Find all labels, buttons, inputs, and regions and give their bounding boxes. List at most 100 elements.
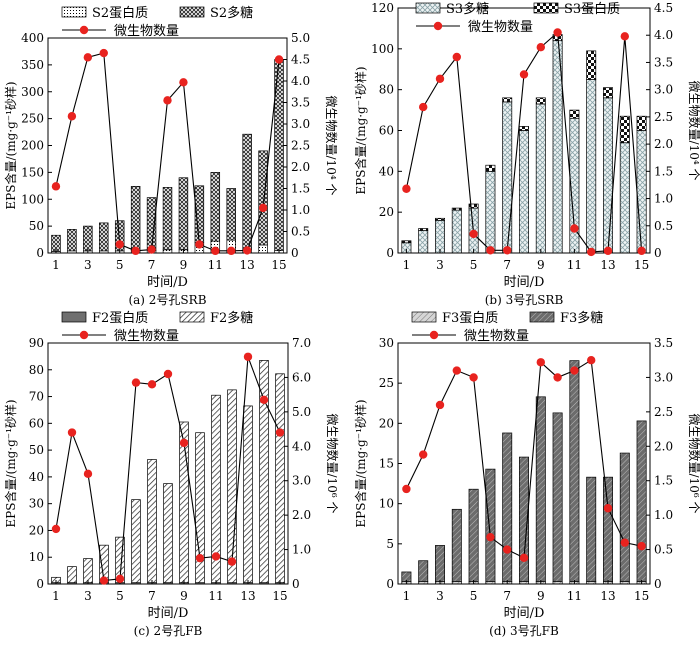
y-axis-title-a: EPS含量/(mg·g⁻¹砂样) bbox=[3, 81, 18, 209]
xtick-label-a-5: 11 bbox=[208, 258, 223, 272]
y2tick-label-d-3: 1.5 bbox=[654, 474, 673, 488]
ytick-label-b-4: 80 bbox=[379, 83, 394, 97]
ytick-label-a-4: 200 bbox=[21, 139, 44, 153]
ytick-label-c-0: 0 bbox=[36, 577, 44, 591]
point-a-9 bbox=[179, 78, 188, 87]
y2tick-label-a-1: 0.5 bbox=[291, 225, 310, 239]
bar-b-s2-6 bbox=[485, 164, 496, 172]
bar-a-s2-4 bbox=[99, 222, 109, 252]
bar-d-s2-7 bbox=[502, 432, 513, 582]
bar-b-s2-11 bbox=[569, 109, 580, 119]
legend-label-b-line: 微生物数量 bbox=[468, 20, 533, 35]
ytick-label-c-8: 80 bbox=[29, 363, 44, 377]
chart-panel-a: 0 50 100 150 200 250 300 350 400 0 0.5 1.0 1.5 2.0 2.5… bbox=[3, 5, 339, 307]
y2tick-label-a-10: 5.0 bbox=[291, 31, 310, 45]
y2-axis-title-c: 微生物数量/10⁶ 个 bbox=[325, 414, 340, 514]
ytick-label-a-7: 350 bbox=[21, 58, 44, 72]
point-b-5 bbox=[469, 229, 478, 239]
ytick-label-d-3: 15 bbox=[379, 457, 394, 471]
ytick-label-b-3: 60 bbox=[379, 124, 394, 138]
x-axis-title-c: 时间/D bbox=[148, 606, 189, 621]
bar-d-s2-4 bbox=[451, 508, 462, 582]
bar-b-s2-13 bbox=[603, 87, 613, 99]
point-d-7 bbox=[503, 545, 512, 554]
bar-a-s2-14 bbox=[258, 150, 268, 246]
point-a-1 bbox=[51, 182, 61, 191]
y2tick-label-a-0: 0 bbox=[291, 246, 299, 260]
point-b-7 bbox=[503, 246, 512, 255]
legend-label-d-line: 微生物数量 bbox=[464, 329, 529, 344]
point-d-12 bbox=[587, 356, 596, 365]
x-axis-title-b: 时间/D bbox=[504, 275, 545, 290]
point-d-4 bbox=[452, 366, 461, 375]
xtick-label-c-0: 1 bbox=[52, 589, 60, 603]
y2tick-label-d-1: 0.5 bbox=[654, 543, 673, 557]
y2tick-label-b-8: 4.0 bbox=[654, 28, 673, 42]
y2tick-label-c-7: 7.0 bbox=[292, 336, 311, 350]
bar-c-s2-3 bbox=[83, 558, 93, 584]
bar-d-s2-12 bbox=[586, 476, 597, 582]
point-d-10 bbox=[553, 373, 562, 382]
xtick-label-c-1: 3 bbox=[84, 589, 92, 603]
point-b-1 bbox=[402, 184, 411, 193]
ytick-label-a-1: 50 bbox=[29, 219, 44, 233]
y2tick-label-a-9: 4.5 bbox=[291, 53, 310, 67]
xtick-label-a-2: 5 bbox=[116, 258, 124, 272]
point-c-6 bbox=[131, 378, 141, 387]
bar-b-s2-3 bbox=[435, 217, 445, 221]
ytick-label-c-7: 70 bbox=[29, 390, 44, 404]
xtick-label-b-5: 11 bbox=[567, 258, 582, 272]
y2tick-label-a-8: 4.0 bbox=[291, 74, 310, 88]
xtick-label-b-4: 9 bbox=[537, 258, 545, 272]
legend-label-b-1: S3多糖 bbox=[446, 1, 489, 17]
point-a-5 bbox=[115, 240, 124, 249]
point-c-8 bbox=[163, 369, 173, 379]
bar-d-s2-5 bbox=[468, 488, 479, 582]
y2tick-label-a-5: 2.5 bbox=[291, 139, 310, 153]
y2tick-label-c-0: 0 bbox=[292, 577, 300, 591]
y2tick-label-c-2: 2.0 bbox=[292, 508, 311, 522]
ytick-label-a-3: 150 bbox=[21, 165, 44, 179]
ytick-label-c-5: 50 bbox=[29, 443, 44, 457]
y-axis-title-d: EPS含量/(mg·g⁻¹砂样) bbox=[353, 399, 368, 527]
y2tick-label-b-1: 0.5 bbox=[654, 219, 673, 233]
bar-d-s2-8 bbox=[519, 456, 529, 582]
point-a-7 bbox=[147, 245, 156, 254]
point-d-13 bbox=[603, 504, 613, 513]
bar-b-s2-7 bbox=[502, 97, 513, 103]
ytick-label-d-2: 10 bbox=[379, 497, 394, 511]
point-c-2 bbox=[67, 428, 77, 437]
bar-c-s2-15 bbox=[275, 373, 285, 584]
bar-b-s2-4 bbox=[451, 207, 462, 211]
y2tick-label-a-2: 1.0 bbox=[291, 203, 310, 217]
y-axis-title-b: EPS含量/(mg·g⁻¹砂样) bbox=[353, 66, 368, 194]
ytick-label-a-0: 0 bbox=[36, 246, 44, 260]
ytick-label-b-6: 120 bbox=[371, 1, 394, 15]
point-b-2 bbox=[419, 102, 428, 112]
bar-b-s2-5 bbox=[468, 203, 479, 209]
bar-a-s2-8 bbox=[162, 187, 173, 251]
point-a-14 bbox=[258, 203, 268, 213]
legend-swatch-c-2 bbox=[179, 311, 205, 323]
point-d-9 bbox=[536, 358, 545, 367]
y2tick-label-b-5: 2.5 bbox=[654, 110, 673, 124]
ytick-label-b-1: 20 bbox=[379, 205, 394, 219]
bar-c-s2-10 bbox=[195, 432, 205, 584]
bar-a-s2-3 bbox=[83, 225, 93, 252]
xtick-label-a-0: 1 bbox=[52, 258, 60, 272]
xtick-label-d-2: 5 bbox=[470, 589, 478, 603]
chart-panel-c: 0 10 20 30 40 50 60 70 80 90 0 1.0 2.0 3.0 4.0 5.0 6.0 7.… bbox=[3, 310, 340, 638]
xtick-label-a-6: 13 bbox=[240, 258, 255, 272]
y2tick-label-a-7: 3.5 bbox=[291, 96, 310, 110]
point-c-11 bbox=[211, 552, 221, 561]
y2tick-label-c-5: 5.0 bbox=[292, 405, 311, 419]
bar-d-s2-10 bbox=[552, 412, 563, 582]
point-d-1 bbox=[402, 484, 411, 494]
bar-c-s2-14 bbox=[259, 360, 269, 584]
xtick-label-d-7: 15 bbox=[634, 589, 649, 603]
bar-b-s1-2 bbox=[418, 230, 429, 254]
ytick-label-b-2: 40 bbox=[379, 164, 394, 178]
xtick-label-d-3: 7 bbox=[503, 589, 511, 603]
